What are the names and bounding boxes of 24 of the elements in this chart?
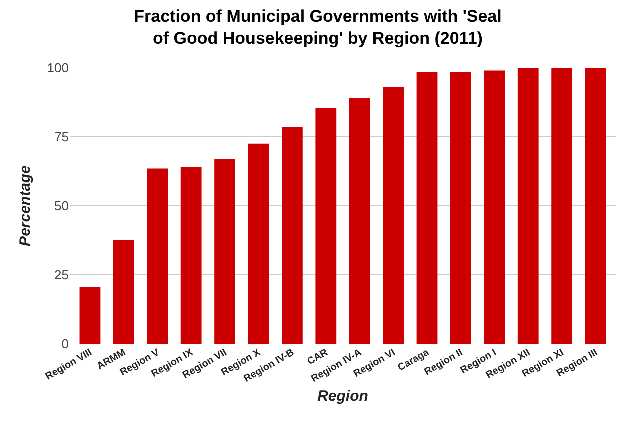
bar (214, 159, 236, 344)
y-tick-label: 25 (54, 268, 69, 283)
bar (282, 127, 303, 344)
bar (416, 72, 438, 344)
bar (450, 72, 472, 344)
bar (585, 68, 606, 344)
y-tick-label: 0 (62, 336, 69, 352)
bar (349, 98, 370, 344)
bar (484, 70, 506, 344)
bar (552, 68, 573, 344)
bar (248, 144, 270, 344)
x-axis-title: Region (318, 388, 368, 405)
y-tick-label: 75 (54, 130, 69, 145)
bar (113, 240, 134, 344)
bar (316, 108, 337, 344)
bar (80, 287, 101, 344)
y-axis-title: Percentage (17, 166, 34, 246)
y-tick-label: 100 (47, 60, 69, 76)
bar (518, 68, 539, 344)
bar (383, 87, 404, 344)
bar (180, 167, 202, 344)
chart-title: Fraction of Municipal Governments with 'Seal of Good Housekeeping' by Region (2011) (134, 6, 502, 48)
y-tick-label: 50 (54, 198, 69, 214)
bar (147, 168, 168, 344)
